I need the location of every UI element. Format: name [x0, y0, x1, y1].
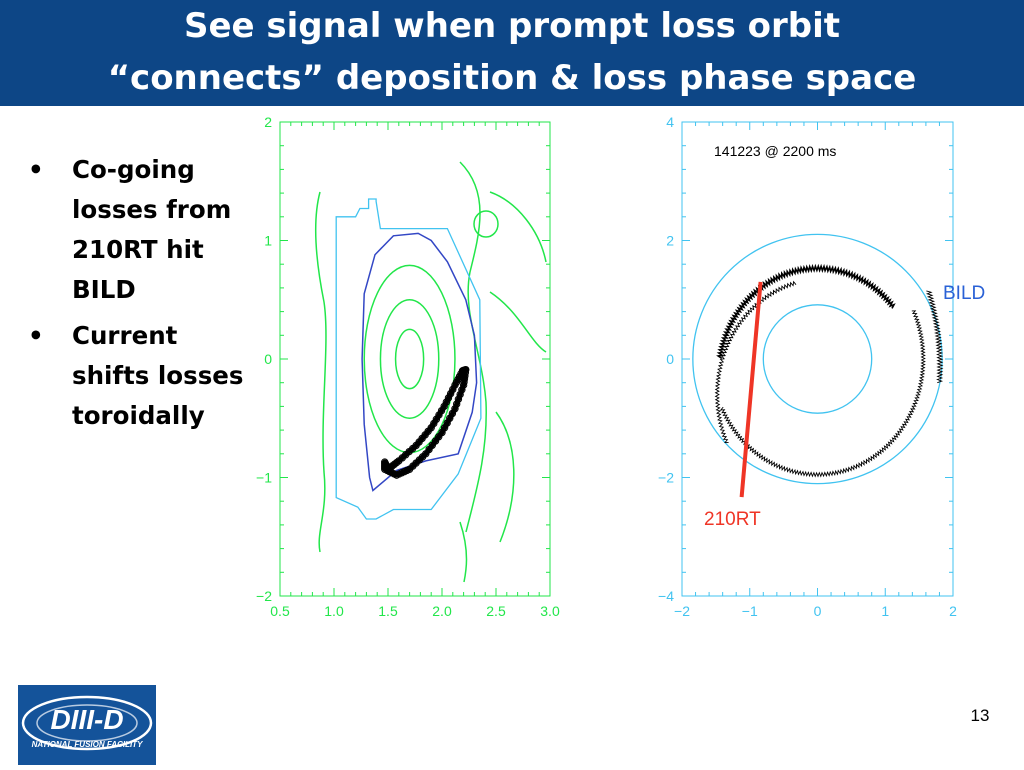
orbit-point — [442, 398, 451, 406]
beam-label: 210RT — [704, 509, 761, 530]
shot-annotation: 141223 @ 2200 ms — [714, 143, 836, 159]
vessel-circle — [762, 304, 873, 414]
vessel-circle — [692, 233, 943, 485]
x-tick-label: 0 — [814, 603, 822, 619]
slide-title-line-1: See signal when prompt loss orbit — [183, 6, 841, 46]
x-tick-label: 1 — [881, 603, 889, 619]
x-tick-label: 3.0 — [540, 603, 560, 619]
logo-sub-text: NATIONAL FUSION FACILITY — [32, 740, 143, 749]
y-tick-label: 0 — [666, 351, 674, 367]
orbit-segment — [714, 280, 797, 444]
detector-arc — [925, 290, 944, 384]
title-bar: See signal when prompt loss orbit “conne… — [0, 0, 1024, 106]
orbit-point — [381, 459, 389, 468]
open-flux-line — [459, 521, 468, 583]
open-flux-line — [459, 161, 487, 533]
bullet-item: • Co-going losses from 210RT hit BILD — [20, 150, 245, 310]
orbit-point — [456, 390, 464, 399]
poloidal-plot: 0.5 1.0 1.5 2.0 2.5 3.0 −2 −1 0 1 2 — [256, 114, 560, 619]
y-tick-label: −4 — [658, 588, 674, 604]
y-tick-label: −2 — [658, 470, 674, 486]
logo-main-text: DIII-D — [50, 704, 123, 735]
orbit-point — [460, 378, 468, 386]
page-number: 13 — [970, 706, 990, 725]
y-tick-label: −1 — [256, 470, 272, 486]
x-tick-label: 2.0 — [432, 603, 452, 619]
orbit-point — [444, 394, 453, 402]
bullet-list: • Co-going losses from 210RT hit BILD • Cu… — [20, 150, 245, 442]
orbit-point — [440, 402, 448, 411]
y-tick-label: 2 — [666, 233, 674, 249]
x-tick-label: 2 — [949, 603, 957, 619]
bild-label: BILD — [943, 283, 985, 304]
bullet-dot-icon: • — [28, 321, 44, 350]
orbit-point — [392, 458, 401, 467]
separatrix — [361, 232, 478, 492]
y-tick-label: 0 — [264, 351, 272, 367]
y-tick-label: 4 — [666, 114, 674, 130]
x-tick-label: −1 — [742, 603, 758, 619]
orbit-point — [446, 389, 455, 398]
open-flux-line — [314, 191, 327, 553]
flux-surface — [363, 264, 456, 454]
bullet-dot-icon: • — [28, 155, 44, 184]
x-tick-label: 0.5 — [270, 603, 290, 619]
flux-surface — [394, 328, 425, 390]
x-tick-label: 1.0 — [324, 603, 344, 619]
beam-line — [739, 281, 763, 498]
flux-island — [473, 210, 499, 238]
orbit-point — [449, 385, 457, 394]
x-tick-label: −2 — [674, 603, 690, 619]
open-flux-line — [495, 411, 515, 543]
slide-title-line-2: “connects” deposition & loss phase space — [107, 58, 917, 98]
orbit-ring — [719, 310, 926, 478]
bullet-item: • Current shifts losses toroidally — [20, 316, 245, 436]
bullet-text: Co-going losses from 210RT hit BILD — [72, 155, 232, 304]
open-flux-line — [489, 291, 547, 353]
diii-d-logo: DIII-D NATIONAL FUSION FACILITY — [18, 685, 156, 765]
orbit-arc — [716, 263, 896, 359]
x-tick-label: 2.5 — [486, 603, 506, 619]
open-flux-line — [489, 191, 547, 263]
orbit-point — [459, 381, 468, 389]
diii-d-logo-icon: DIII-D NATIONAL FUSION FACILITY — [21, 695, 153, 751]
y-tick-label: −2 — [256, 588, 272, 604]
vessel-wall — [335, 198, 482, 520]
x-tick-label: 1.5 — [378, 603, 398, 619]
orbit-point — [458, 386, 466, 394]
flux-surface — [379, 299, 440, 419]
bullet-text: Current shifts losses toroidally — [72, 321, 244, 430]
orbit-point — [454, 395, 463, 403]
y-tick-label: 1 — [264, 233, 272, 249]
orbit-point — [452, 400, 461, 408]
y-tick-label: 2 — [264, 114, 272, 130]
